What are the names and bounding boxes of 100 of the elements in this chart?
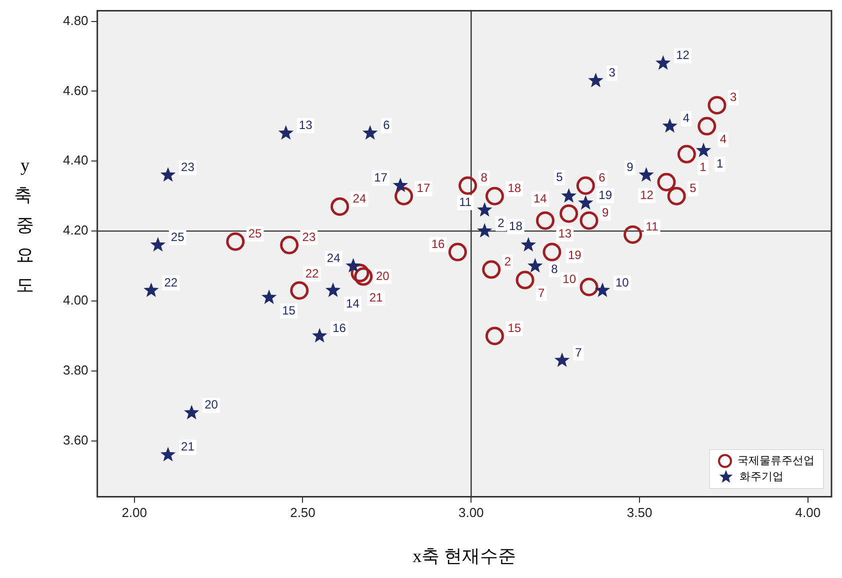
y-tick-label: 3.80 [62,362,88,378]
annotation: 12 [640,188,654,202]
annotation: 20 [204,398,218,412]
point [226,232,245,251]
annotation: 19 [568,248,582,262]
annotation: 24 [326,250,341,265]
point [554,352,570,367]
point [325,282,341,297]
annotation: 17 [416,180,430,195]
annotation: 10 [562,272,576,286]
annotation: 18 [509,218,523,233]
point [588,72,604,88]
annotation: 25 [170,230,185,244]
annotation: 10 [615,275,630,290]
point [528,258,543,273]
x-axis-title: x축 현재수준 [412,546,516,566]
x-tick-label: 3.00 [458,505,484,520]
annotation: 6 [383,118,390,132]
point [485,326,504,346]
point [482,260,501,279]
point [696,142,712,158]
point [516,270,534,290]
annotation: 14 [533,191,548,206]
y-tick-label: 4.80 [62,12,88,28]
point [477,223,492,238]
point [656,55,671,70]
point [144,282,159,297]
point [576,176,595,195]
annotation: 24 [352,191,366,206]
annotation: 3 [730,90,737,104]
annotation: 18 [508,180,522,195]
point [330,197,350,216]
y-tick-label: 4.40 [62,152,88,168]
annotation: 23 [302,230,316,244]
point [458,176,478,195]
annotation: 13 [558,226,572,240]
annotation: 12 [676,48,690,62]
point [394,186,414,206]
point [485,186,504,206]
annotation: 22 [305,266,320,280]
annotation: 14 [346,296,360,310]
point [290,281,309,300]
point [280,236,299,254]
point [350,264,370,282]
annotation: 20 [376,268,390,283]
annotation: 22 [164,275,178,290]
annotation: 15 [282,303,296,318]
point [392,178,408,192]
point [561,188,576,203]
y-axis-title: y축 중요도 [14,154,35,297]
point [160,167,176,182]
annotation: 9 [626,160,634,174]
annotation: 16 [332,320,346,335]
point [160,446,176,462]
y-tick-label: 4.60 [62,82,88,98]
annotation: 21 [369,290,384,304]
annotation: 19 [598,188,612,202]
annotation: 11 [646,219,659,234]
annotation: 2 [504,254,512,268]
point [150,237,166,252]
annotation: 3 [608,66,616,80]
annotation: 8 [480,170,488,184]
point [184,404,200,420]
point [542,242,562,262]
annotation: 5 [690,180,697,195]
annotation: 5 [556,170,564,184]
x-tick-label: 2.00 [122,505,148,520]
point [578,195,594,210]
annotation: 13 [298,118,313,132]
point [536,211,554,230]
annotation: 6 [598,170,606,184]
annotation: 2 [498,216,505,230]
point [362,125,378,140]
annotation: 1 [716,156,724,170]
point [278,125,294,140]
y-tick-label: 4.20 [62,222,88,238]
annotation: 9 [602,205,610,220]
annotation: 16 [431,236,445,251]
point [708,96,726,114]
point [698,116,716,136]
annotation: 7 [575,345,582,360]
annotation: 1 [700,160,707,174]
x-tick-label: 2.50 [290,505,316,520]
point [448,242,467,262]
point [638,167,654,182]
point [657,172,676,192]
legend-label: 국제물류주선업 [738,453,814,468]
point [560,204,578,223]
point [580,278,598,296]
annotation: 11 [459,194,472,209]
point [677,144,696,164]
point [594,282,610,297]
legend-label: 화주기업 [740,469,784,484]
point [520,237,536,252]
annotation: 21 [181,440,195,454]
point [312,328,328,342]
point [662,118,678,133]
x-tick-label: 3.50 [626,505,652,520]
point [580,211,598,230]
x-tick-label: 4.00 [795,505,821,520]
